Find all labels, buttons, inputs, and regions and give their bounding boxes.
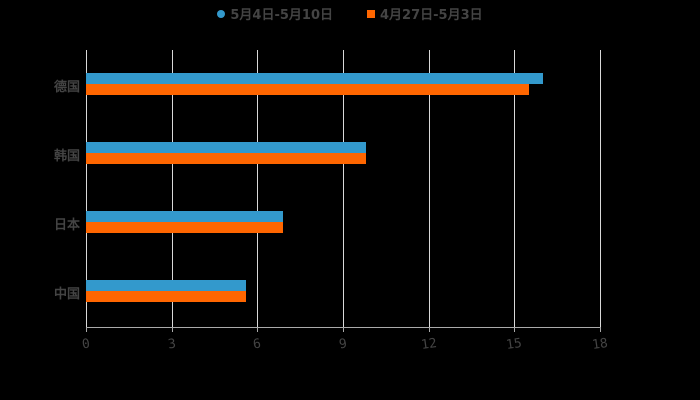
legend-item-series-2[interactable]: 4月27日-5月3日 xyxy=(367,4,483,23)
gridline xyxy=(428,50,430,327)
bar-series-1[interactable] xyxy=(86,73,543,84)
x-tick xyxy=(428,327,430,332)
gridline xyxy=(171,50,173,327)
bar-series-2[interactable] xyxy=(86,291,246,302)
x-tick xyxy=(343,327,344,332)
gridline xyxy=(600,50,601,327)
y-category-label: 韩国 xyxy=(53,149,80,164)
x-tick-label: 18 xyxy=(591,335,609,354)
x-tick xyxy=(86,327,87,332)
legend-square-icon xyxy=(367,9,375,18)
gridline xyxy=(257,50,259,327)
x-tick-label: 6 xyxy=(252,336,263,353)
y-category-label: 中国 xyxy=(53,287,80,302)
bar-series-1[interactable] xyxy=(86,211,284,222)
chart-legend: 5月4日-5月10日 4月27日-5月3日 xyxy=(0,4,700,23)
bar-series-1[interactable] xyxy=(86,142,366,153)
x-tick xyxy=(257,327,259,332)
x-tick xyxy=(600,327,601,332)
legend-circle-icon xyxy=(217,9,226,18)
x-tick-label: 0 xyxy=(81,336,91,353)
legend-label: 5月4日-5月10日 xyxy=(230,8,333,23)
legend-item-series-1[interactable]: 5月4日-5月10日 xyxy=(217,4,333,23)
x-tick-label: 15 xyxy=(505,335,524,354)
bar-series-1[interactable] xyxy=(86,280,246,291)
y-category-label: 日本 xyxy=(53,218,80,233)
gridline xyxy=(343,50,344,327)
bar-series-2[interactable] xyxy=(86,222,284,233)
legend-label: 4月27日-5月3日 xyxy=(380,8,483,23)
plot-area xyxy=(86,50,601,327)
y-category-label: 德国 xyxy=(53,80,80,95)
bar-series-2[interactable] xyxy=(86,153,366,164)
gridline xyxy=(514,50,516,327)
x-tick xyxy=(514,327,516,332)
x-tick-label: 3 xyxy=(166,336,177,353)
bar-series-2[interactable] xyxy=(86,84,529,95)
x-tick xyxy=(171,327,173,332)
gridline xyxy=(86,50,87,327)
x-tick-label: 12 xyxy=(419,335,438,354)
x-tick-label: 9 xyxy=(338,336,348,353)
